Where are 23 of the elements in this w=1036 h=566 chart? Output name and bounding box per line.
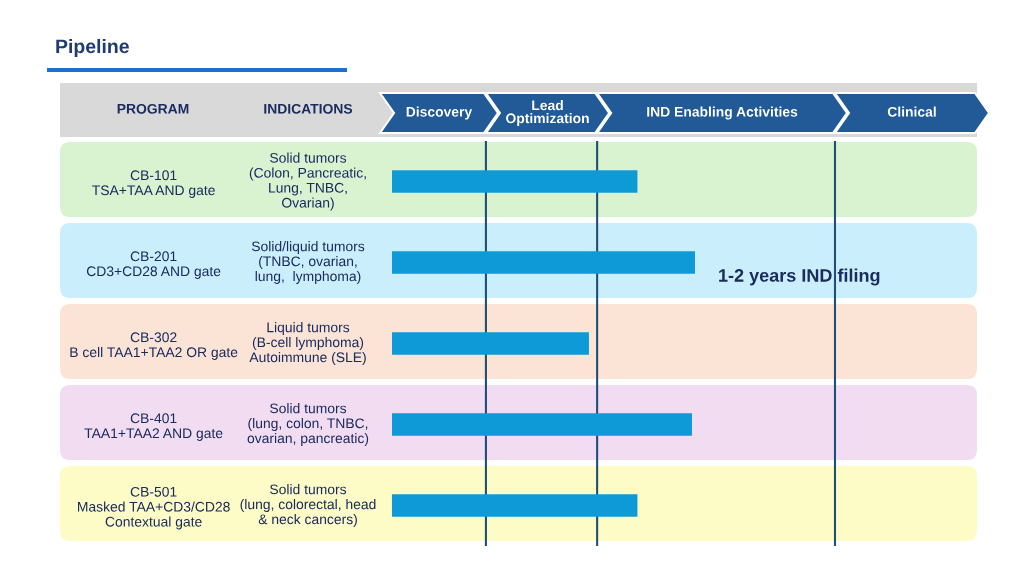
y-tick-label: CB-302 B cell TAA1+TAA2 OR gate	[70, 332, 238, 360]
text: Clinical	[887, 106, 936, 117]
text: Discovery	[406, 106, 473, 120]
y2-tick-label: Liquid tumors (B-cell lymphoma) Autoimmune (SLE)	[249, 322, 366, 365]
y-tick-label: CB-101 TSA+TAA AND gate	[92, 170, 215, 198]
text: 1-2 years IND filing	[719, 268, 880, 286]
y-tick-label: CB-201 CD3+CD28 AND gate	[86, 251, 221, 279]
text: Lead Optimization	[506, 100, 589, 126]
text: IND Enabling Activities	[647, 106, 798, 120]
text: PROGRAM	[117, 103, 189, 114]
bar	[392, 251, 695, 274]
bar	[392, 494, 638, 517]
y2-tick-label: Solid/liquid tumors (TNBC, ovarian, lung, lymphoma)	[251, 241, 365, 284]
y2-tick-label: Solid tumors (Colon, Pancreatic, Lung, TNBC, Ovarian)	[249, 152, 366, 211]
y2-tick-label: Solid tumors (lung, colorectal, head & neck cancers)	[240, 484, 376, 527]
bar	[392, 170, 638, 193]
y-tick-label: CB-401 TAA1+TAA2 AND gate	[84, 413, 223, 441]
bar	[392, 332, 589, 355]
text: INDICATIONS	[264, 103, 353, 114]
bar	[392, 413, 692, 436]
y-tick-label: CB-501 Masked TAA+CD3/CD28 Contextual gate	[78, 486, 230, 530]
text: Pipeline	[56, 38, 129, 58]
y2-tick-label: Solid tumors (lung, colon, TNBC, ovarian, pancreatic)	[247, 403, 369, 446]
